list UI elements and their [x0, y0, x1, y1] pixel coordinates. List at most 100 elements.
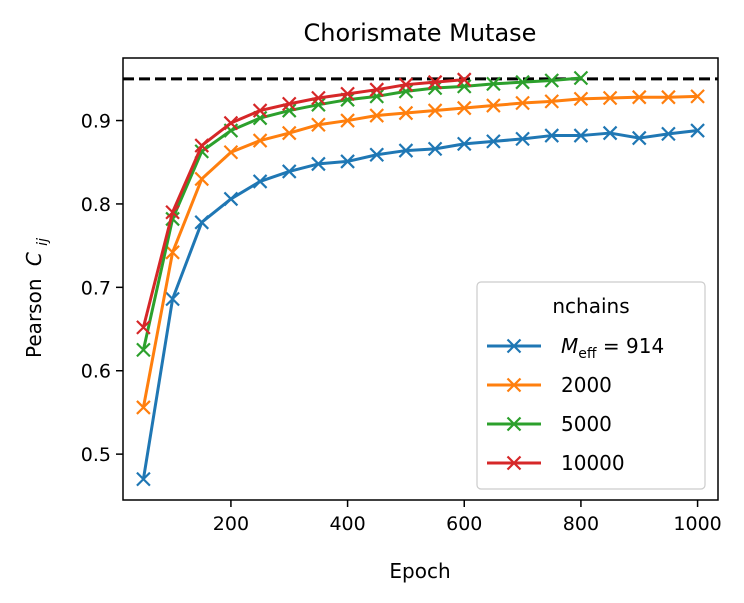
series-line-2000	[141, 94, 698, 408]
data-point	[136, 320, 151, 335]
data-point	[544, 128, 560, 143]
data-point	[456, 72, 472, 87]
legend-label: 2000	[561, 373, 612, 397]
x-axis-label: Epoch	[389, 559, 450, 583]
axes: 200 400 600 800 1000 0.5 0.6 0.7 0.8 0.9	[81, 57, 722, 535]
legend-label-subscript: eff	[578, 346, 597, 362]
data-point	[136, 471, 151, 487]
data-point	[223, 144, 239, 160]
data-point	[398, 105, 414, 121]
data-point	[165, 245, 180, 260]
data-point	[369, 82, 385, 97]
legend-label-symbol: M	[561, 334, 578, 358]
data-point	[281, 96, 297, 112]
data-point	[486, 134, 501, 149]
data-point	[573, 91, 589, 107]
chart-title: Chorismate Mutase	[304, 19, 537, 47]
data-point	[573, 128, 589, 143]
y-tick-label: 0.8	[81, 194, 111, 216]
series-914	[136, 123, 705, 487]
legend-item-10000: 10000	[487, 451, 625, 475]
data-point	[311, 156, 326, 172]
data-point	[602, 90, 618, 106]
data-point	[573, 70, 589, 86]
legend-label-value: = 914	[597, 334, 665, 358]
data-point	[544, 73, 560, 88]
series-2000	[136, 89, 705, 415]
legend-swatch-marker	[506, 455, 522, 471]
data-point	[631, 89, 647, 105]
y-axis-label-text: Pearson	[22, 279, 46, 358]
data-point	[456, 79, 472, 94]
y-axis-label-subscript: ij	[35, 238, 51, 246]
data-point	[369, 147, 385, 163]
legend-label: Meff = 914	[561, 334, 664, 362]
data-point	[544, 94, 560, 109]
y-axis-label: Pearson C ij	[22, 238, 51, 358]
x-tick-label: 200	[213, 513, 249, 535]
legend-item-914: Meff = 914	[487, 334, 664, 362]
data-point	[340, 86, 355, 102]
y-tick-label: 0.9	[81, 111, 111, 133]
data-point	[486, 76, 501, 92]
data-point	[194, 138, 210, 153]
data-point	[165, 205, 180, 220]
data-point	[340, 113, 355, 128]
legend-swatch-marker	[506, 338, 522, 354]
data-point	[340, 154, 355, 169]
data-point	[456, 136, 472, 152]
data-point	[369, 89, 385, 104]
data-point	[194, 171, 210, 187]
data-point	[252, 174, 268, 189]
data-point	[194, 215, 210, 230]
y-axis-label-symbol: C	[22, 252, 46, 266]
data-point	[427, 103, 443, 118]
series-line-10000	[141, 78, 465, 328]
data-point	[223, 115, 239, 131]
data-point	[515, 95, 530, 111]
data-point	[690, 89, 705, 104]
legend-swatch-marker	[506, 416, 522, 432]
series-line-914	[141, 129, 698, 480]
y-tick-label: 0.7	[81, 277, 111, 299]
data-point	[398, 143, 414, 158]
plot-area	[123, 70, 718, 487]
legend-label: 10000	[561, 451, 625, 475]
y-tick-label: 0.6	[81, 361, 111, 383]
data-point	[311, 90, 326, 106]
legend-box	[476, 281, 706, 490]
data-point	[515, 131, 530, 147]
data-point	[136, 400, 151, 415]
legend: nchains Meff = 914 2000 5000 10000	[476, 281, 706, 490]
data-point	[223, 191, 239, 207]
data-point	[427, 74, 443, 90]
data-point	[136, 342, 151, 358]
data-point	[690, 123, 705, 138]
axes-frame	[122, 57, 719, 501]
data-point	[661, 89, 676, 105]
data-point	[281, 125, 297, 141]
data-point	[398, 77, 414, 92]
data-point	[456, 100, 472, 116]
series-line-5000	[141, 76, 582, 351]
legend-swatch-marker	[506, 377, 522, 393]
data-point	[486, 98, 501, 113]
data-point	[281, 164, 297, 179]
data-point	[165, 291, 180, 307]
data-point	[631, 130, 647, 146]
x-tick-label: 600	[446, 513, 482, 535]
series-10000	[136, 72, 472, 335]
data-point	[311, 117, 326, 132]
data-point	[252, 133, 268, 148]
data-point	[252, 103, 268, 118]
legend-title: nchains	[552, 294, 629, 318]
legend-item-2000: 2000	[487, 373, 612, 397]
data-point	[661, 126, 676, 142]
data-point	[515, 74, 530, 90]
data-point	[398, 84, 414, 99]
data-point	[602, 125, 618, 141]
data-point	[427, 141, 443, 157]
y-tick-label: 0.5	[81, 444, 111, 466]
x-tick-label: 800	[563, 513, 599, 535]
